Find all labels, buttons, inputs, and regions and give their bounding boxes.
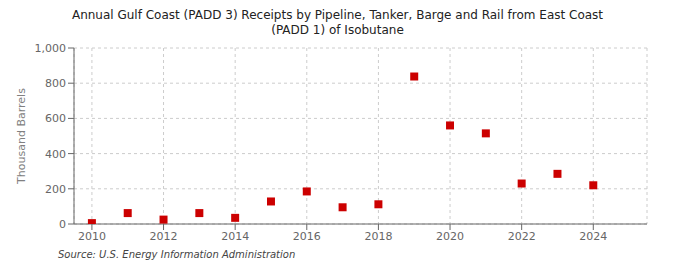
- html-text:Annual Gulf Coast (PADD 3) Rec: Annual Gulf Coast (PADD 3) Receipts by P…: [71, 8, 604, 22]
- svg-text:2012: 2012: [150, 230, 178, 243]
- svg-text:400: 400: [45, 148, 66, 161]
- svg-text:200: 200: [45, 183, 66, 196]
- svg-text:0: 0: [59, 218, 66, 231]
- svg-text:2022: 2022: [508, 230, 536, 243]
- svg-text:Thousand Barrels: Thousand Barrels: [15, 88, 28, 185]
- svg-text:2010: 2010: [78, 230, 106, 243]
- svg-text:1,000: 1,000: [35, 42, 67, 55]
- svg-text:2020: 2020: [436, 230, 464, 243]
- html-text:Source: U.S. Energy Informatio: Source: U.S. Energy Information Administ…: [58, 249, 296, 260]
- svg-text:800: 800: [45, 77, 66, 90]
- svg-text:2014: 2014: [221, 230, 249, 243]
- svg-text:2018: 2018: [364, 230, 392, 243]
- html-text:(PADD 1) of Isobutane: (PADD 1) of Isobutane: [271, 23, 404, 37]
- svg-text:600: 600: [45, 112, 66, 125]
- svg-text:2016: 2016: [293, 230, 321, 243]
- svg-text:2024: 2024: [579, 230, 607, 243]
